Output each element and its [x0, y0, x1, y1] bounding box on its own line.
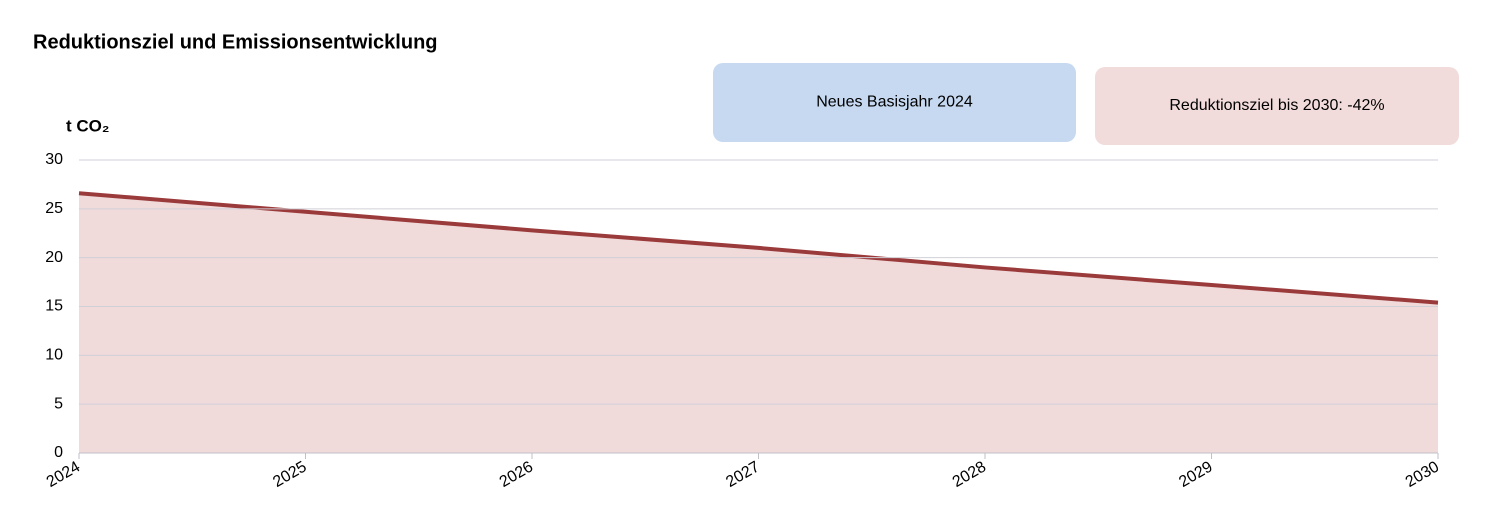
chart-title: Reduktionsziel und Emissionsentwicklung: [33, 31, 438, 53]
y-axis-label: t CO₂: [66, 116, 109, 135]
y-tick-label: 10: [45, 347, 63, 364]
x-tick-label: 2030: [1403, 458, 1442, 491]
y-tick-label: 25: [45, 200, 63, 217]
annotation-box: [713, 63, 1076, 142]
y-tick-label: 30: [45, 151, 63, 168]
x-tick-label: 2026: [497, 458, 536, 491]
annotation-text: Neues Basisjahr 2024: [816, 94, 973, 111]
x-tick-label: 2028: [950, 458, 989, 491]
annotation-text: Reduktionsziel bis 2030: -42%: [1169, 97, 1384, 114]
line: [78, 191, 1439, 305]
x-tick-label: 2024: [44, 458, 83, 491]
annotation-box: [1095, 67, 1459, 145]
x-tick-label: 2025: [270, 458, 309, 491]
x-tick-label: 2027: [723, 458, 762, 491]
y-tick-label: 5: [54, 395, 63, 412]
area-fill: [79, 193, 1438, 453]
y-tick-label: 0: [54, 444, 63, 461]
x-tick-label: 2029: [1176, 458, 1215, 491]
y-tick-label: 15: [45, 298, 63, 315]
y-tick-label: 20: [45, 249, 63, 266]
